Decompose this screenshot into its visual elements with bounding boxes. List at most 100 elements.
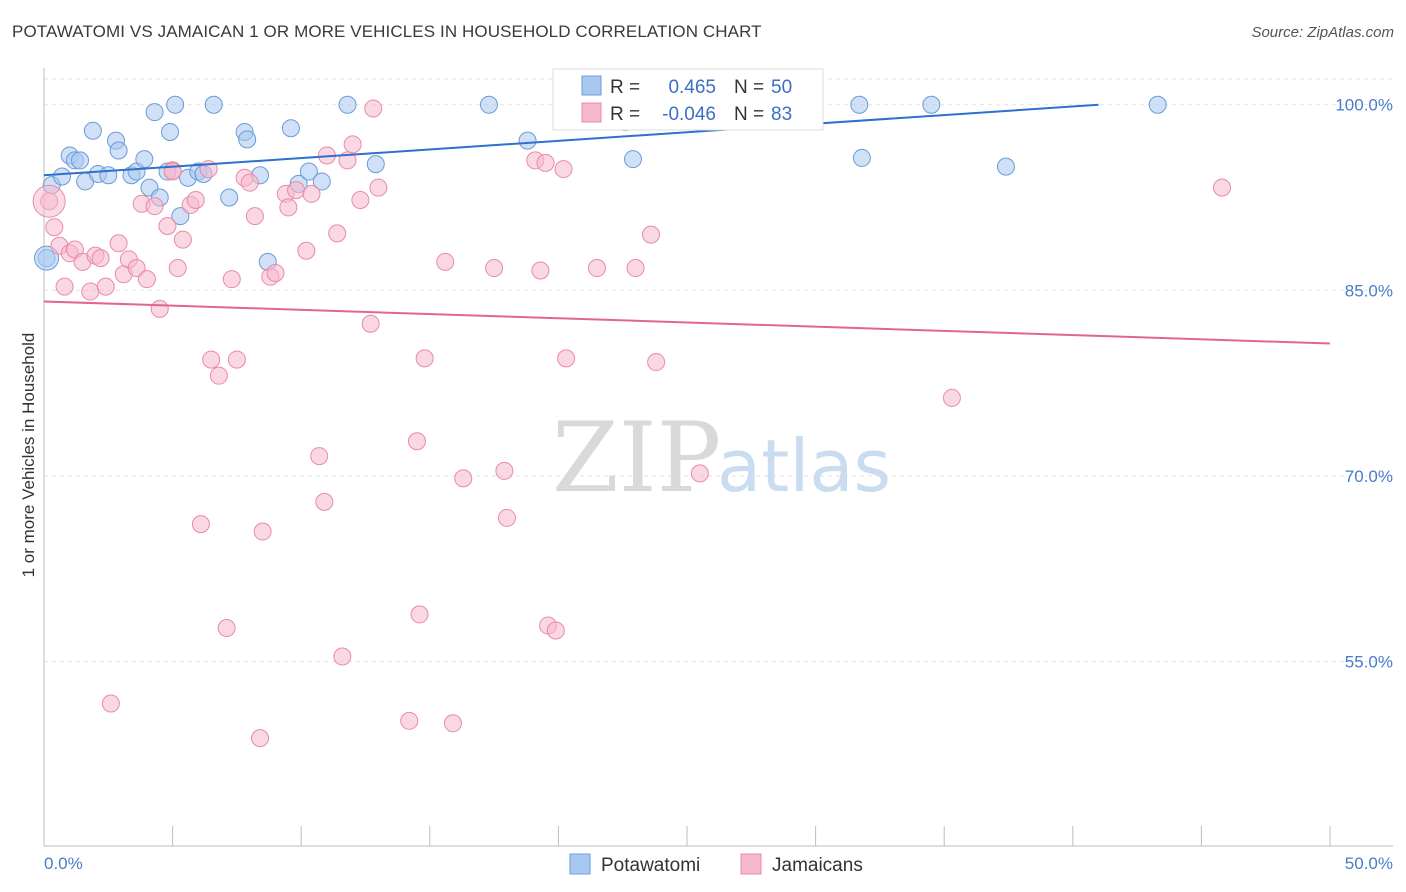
data-point (53, 167, 72, 186)
data-point (850, 95, 869, 114)
data-point (922, 95, 941, 114)
data-point (361, 314, 380, 333)
legend-r-label: R = (610, 77, 640, 98)
legend-swatch (581, 75, 602, 96)
data-point (996, 157, 1015, 176)
trend-lines (43, 103, 1331, 345)
data-point (587, 259, 606, 278)
data-point (245, 207, 264, 226)
data-point (369, 178, 388, 197)
y-tick-label: 100.0% (1335, 96, 1393, 115)
data-point (333, 647, 352, 666)
data-point (436, 252, 455, 271)
data-point (531, 261, 550, 280)
data-point (407, 432, 426, 451)
data-point (315, 492, 334, 511)
data-point (145, 103, 164, 122)
x-tick-label: 0.0% (44, 854, 83, 873)
data-point (135, 150, 154, 169)
series-jamaicans (32, 96, 1231, 748)
data-point (81, 282, 100, 301)
data-point (557, 349, 576, 368)
data-point (410, 605, 429, 624)
data-point (83, 121, 102, 140)
data-point (690, 464, 709, 483)
data-point (338, 95, 357, 114)
data-point (546, 621, 565, 640)
data-point (222, 270, 241, 289)
data-point (191, 515, 210, 534)
data-point (145, 197, 164, 216)
data-point (217, 619, 236, 638)
data-point (202, 350, 221, 369)
data-point (45, 218, 64, 237)
data-point (641, 225, 660, 244)
data-point (443, 714, 462, 733)
data-point (127, 259, 146, 278)
y-tick-label: 55.0% (1345, 652, 1393, 671)
data-point (364, 99, 383, 118)
legend-n-value: 83 (771, 104, 792, 125)
data-point (623, 150, 642, 169)
data-point (495, 461, 514, 480)
data-point (166, 95, 185, 114)
grid-lines (44, 78, 1392, 662)
chart-title: POTAWATOMI VS JAMAICAN 1 OR MORE VEHICLE… (12, 22, 762, 41)
legend-r-label: R = (610, 104, 640, 125)
data-point (171, 207, 190, 226)
data-point (253, 522, 272, 541)
data-point (71, 151, 90, 170)
data-point (209, 366, 228, 385)
data-point (96, 277, 115, 296)
legend-n-label: N = (734, 77, 764, 98)
y-tick-label: 70.0% (1345, 467, 1393, 486)
data-point (109, 234, 128, 253)
data-point (312, 172, 331, 191)
data-point (415, 349, 434, 368)
data-point (647, 353, 666, 372)
bottom-legend-label: Potawatomi (601, 855, 700, 876)
data-point (220, 188, 239, 207)
trend-line (43, 103, 1099, 177)
data-point (479, 95, 498, 114)
legend-r-value: 0.465 (668, 77, 716, 98)
x-tick-label: 50.0% (1345, 854, 1393, 873)
data-point (287, 181, 306, 200)
data-point (343, 135, 362, 154)
data-point (55, 277, 74, 296)
trend-line (43, 300, 1331, 345)
data-point (101, 694, 120, 713)
data-point (161, 122, 180, 141)
watermark-zip: ZIP (552, 402, 721, 514)
data-point (32, 184, 66, 218)
data-point (99, 166, 118, 185)
legend-r-value: -0.046 (662, 104, 716, 125)
data-point (626, 259, 645, 278)
data-point (400, 711, 419, 730)
data-point (536, 153, 555, 172)
data-point (281, 119, 300, 138)
data-point (852, 148, 871, 167)
watermark-atlas: atlas (717, 424, 891, 508)
data-point (266, 263, 285, 282)
bottom-legend: Potawatomi Jamaicans (569, 853, 863, 876)
data-point (168, 259, 187, 278)
bottom-legend-label: Jamaicans (772, 855, 863, 876)
data-point (1148, 95, 1167, 114)
bottom-legend-swatch (740, 853, 762, 875)
data-point (554, 160, 573, 179)
bottom-legend-swatch (569, 853, 591, 875)
data-point (158, 216, 177, 235)
y-axis-label: 1 or more Vehicles in Household (19, 333, 38, 578)
data-point (238, 130, 257, 149)
source-credit: Source: ZipAtlas.com (1251, 24, 1394, 41)
data-point (137, 270, 156, 289)
data-point (279, 198, 298, 217)
y-tick-label: 85.0% (1345, 281, 1393, 300)
legend-n-label: N = (734, 104, 764, 125)
x-tick-labels: 0.0% 50.0% (44, 854, 1393, 873)
data-point (34, 245, 60, 271)
data-point (150, 299, 169, 318)
legend-n-value: 50 (771, 77, 792, 98)
